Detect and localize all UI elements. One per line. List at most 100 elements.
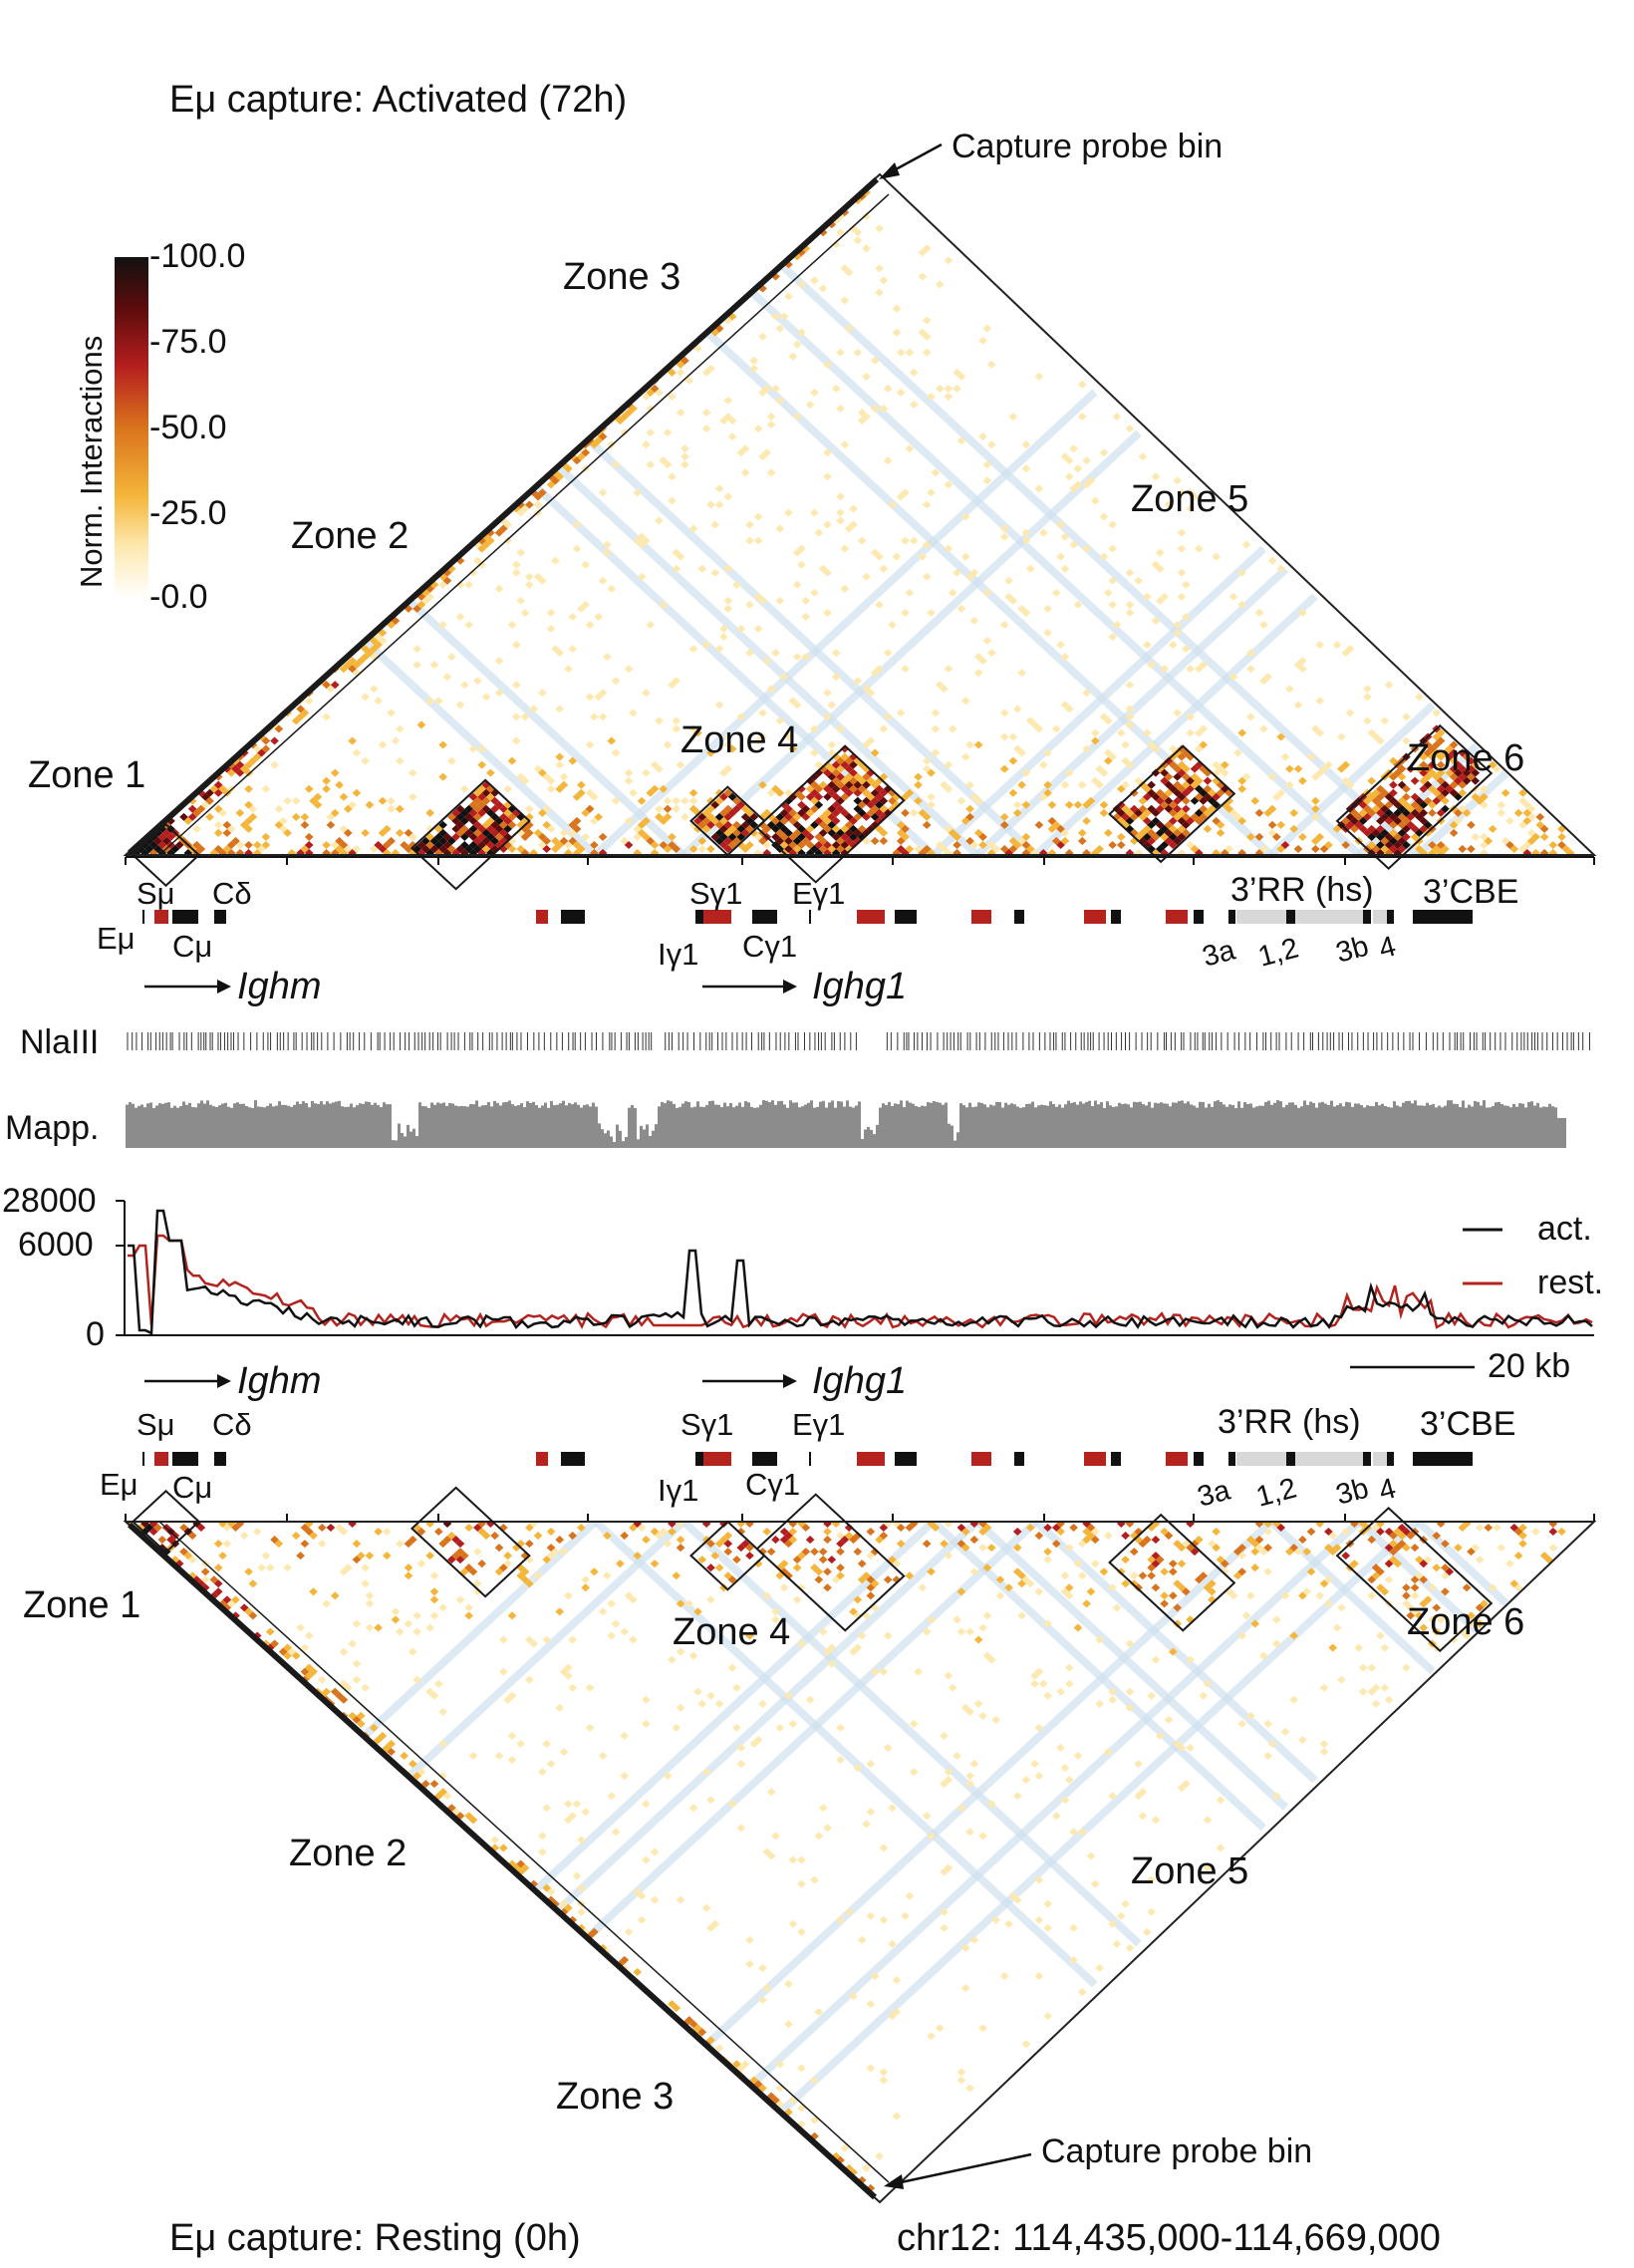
heatmap-cell bbox=[801, 1524, 811, 1533]
heatmap-cell bbox=[875, 2151, 884, 2160]
heatmap-cell bbox=[792, 1556, 802, 1564]
heatmap-cell bbox=[629, 788, 638, 797]
heatmap-cell bbox=[161, 828, 171, 837]
annotation-segment bbox=[1413, 910, 1473, 924]
mappability-bar bbox=[681, 1103, 684, 1148]
annotation-segment bbox=[1014, 1452, 1024, 1466]
heatmap-cell bbox=[1177, 1784, 1187, 1793]
heatmap-cell bbox=[1410, 1583, 1420, 1592]
heatmap-cell bbox=[555, 840, 565, 849]
heatmap-cell bbox=[438, 1788, 447, 1797]
heatmap-cell bbox=[1220, 1567, 1229, 1576]
heatmap-cell bbox=[706, 308, 715, 317]
heatmap-cell bbox=[555, 760, 565, 769]
heatmap-cell bbox=[516, 1859, 526, 1868]
heatmap-cell bbox=[732, 2060, 741, 2069]
mappability-bar bbox=[541, 1105, 544, 1148]
heatmap-cell bbox=[1168, 752, 1178, 761]
heatmap-cell bbox=[1021, 464, 1031, 473]
heatmap-cell bbox=[775, 812, 785, 821]
heatmap-cell bbox=[1371, 1571, 1381, 1580]
heatmap-cell bbox=[896, 492, 906, 501]
heatmap-cell bbox=[1168, 641, 1178, 650]
heatmap-cell bbox=[611, 1971, 621, 1981]
mappability-bar bbox=[365, 1101, 368, 1148]
heatmap-cell bbox=[213, 780, 223, 789]
heatmap-cell bbox=[1173, 780, 1182, 789]
heatmap-cell bbox=[603, 540, 612, 549]
heatmap-cell bbox=[883, 384, 893, 393]
heatmap-cell bbox=[697, 1699, 707, 1708]
heatmap-cell bbox=[261, 784, 271, 793]
heatmap-cell bbox=[1160, 665, 1169, 674]
heatmap-cell bbox=[1069, 1955, 1078, 1964]
mappability-bar bbox=[137, 1105, 140, 1148]
heatmap-cell bbox=[1125, 681, 1135, 690]
heatmap-cell bbox=[1151, 616, 1161, 625]
heatmap-cell bbox=[459, 816, 469, 825]
heatmap-cell bbox=[681, 444, 689, 453]
heatmap-cell bbox=[982, 460, 992, 469]
heatmap-cell bbox=[335, 1691, 344, 1700]
mappability-bar bbox=[897, 1104, 900, 1148]
heatmap-cell bbox=[1017, 836, 1026, 845]
heatmap-cell bbox=[603, 1532, 612, 1541]
mappability-bar bbox=[556, 1104, 559, 1148]
heatmap-cell bbox=[784, 508, 793, 517]
heatmap-cell bbox=[1436, 728, 1446, 737]
heatmap-cell bbox=[326, 1524, 336, 1533]
heatmap-cell bbox=[862, 772, 871, 781]
heatmap-cell bbox=[166, 832, 175, 841]
heatmap-cell bbox=[853, 228, 863, 237]
heatmap-cell bbox=[455, 1540, 465, 1549]
heatmap-cell bbox=[965, 1707, 974, 1716]
heatmap-cell bbox=[446, 836, 456, 845]
heatmap-cell bbox=[538, 808, 547, 817]
mappability-bar bbox=[409, 1131, 412, 1148]
heatmap-cell bbox=[732, 796, 741, 805]
heatmap-cell bbox=[361, 653, 370, 662]
heatmap-cell bbox=[1535, 812, 1545, 821]
heatmap-cell bbox=[490, 804, 500, 813]
unmappable-stripe bbox=[592, 1522, 1098, 1988]
heatmap-cell bbox=[624, 1591, 634, 1600]
heatmap-cell bbox=[753, 1735, 763, 1744]
heatmap-cell bbox=[1445, 784, 1455, 793]
heatmap-cell bbox=[1384, 840, 1394, 849]
heatmap-cell bbox=[1060, 653, 1070, 662]
heatmap-cell bbox=[226, 848, 236, 855]
mappability-bar bbox=[1118, 1102, 1121, 1148]
heatmap-cell bbox=[335, 780, 344, 789]
heatmap-cell bbox=[775, 716, 785, 725]
heatmap-cell bbox=[732, 580, 741, 589]
heatmap-cell bbox=[546, 784, 556, 793]
heatmap-cell bbox=[416, 720, 426, 729]
heatmap-cell bbox=[516, 596, 526, 605]
heatmap-cell bbox=[387, 804, 396, 813]
heatmap-cell bbox=[1445, 752, 1455, 761]
mappability-bar bbox=[230, 1107, 233, 1148]
heatmap-cell bbox=[1207, 788, 1217, 797]
heatmap-cell bbox=[896, 709, 906, 717]
mappability-bar bbox=[1231, 1104, 1234, 1148]
heatmap-cell bbox=[1034, 820, 1044, 829]
heatmap-cell bbox=[714, 701, 724, 709]
heatmap-cell bbox=[1030, 1760, 1039, 1769]
heatmap-cell bbox=[875, 824, 884, 833]
mappability-bar bbox=[580, 1107, 583, 1148]
heatmap-cell bbox=[823, 568, 832, 577]
heatmap-cell bbox=[986, 1544, 996, 1553]
heatmap-cell bbox=[1147, 1907, 1156, 1916]
unmappable-stripe bbox=[739, 280, 1362, 855]
heatmap-cell bbox=[1112, 1939, 1122, 1948]
heatmap-cell bbox=[629, 380, 638, 389]
heatmap-cell bbox=[265, 1563, 275, 1572]
heatmap-cell bbox=[304, 840, 314, 849]
heatmap-cell bbox=[1402, 840, 1411, 849]
heatmap-cell bbox=[1397, 844, 1407, 853]
heatmap-cell bbox=[1212, 1528, 1221, 1537]
heatmap-cell bbox=[883, 1743, 893, 1753]
heatmap-cell bbox=[1436, 752, 1446, 761]
heatmap-cell bbox=[564, 440, 573, 449]
mappability-bar bbox=[1106, 1101, 1109, 1148]
